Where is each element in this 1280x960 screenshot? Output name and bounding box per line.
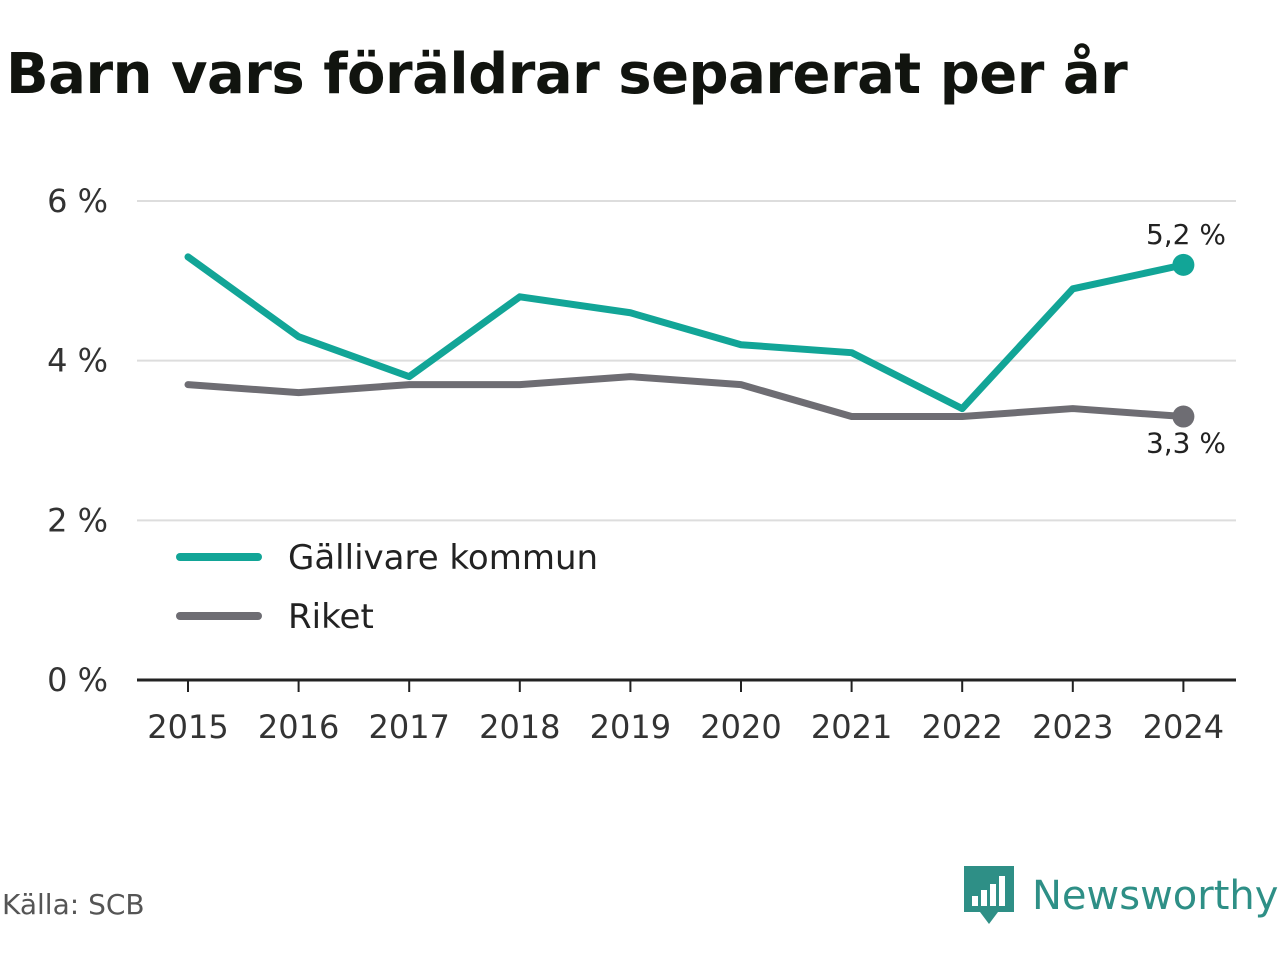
end-value-label: 5,2 % [1146, 218, 1226, 251]
x-tick-label: 2024 [1143, 708, 1224, 746]
legend: Gällivare kommun Riket [176, 538, 598, 637]
y-tick-label: 6 % [47, 182, 108, 220]
source-note: Källa: SCB [2, 888, 145, 921]
x-tick-label: 2016 [258, 708, 339, 746]
x-tick-label: 2021 [811, 708, 892, 746]
x-axis: 2015 2016 2017 2018 2019 2020 2021 2022 2023 2024 [137, 678, 1236, 746]
x-tick-label: 2017 [368, 708, 449, 746]
newsworthy-logo-icon [964, 866, 1014, 924]
series-lines: 5,2 % 3,3 % [184, 218, 1226, 460]
x-tick-label: 2020 [700, 708, 781, 746]
x-tick-label: 2015 [147, 708, 228, 746]
x-tick-label: 2019 [590, 708, 671, 746]
legend-label: Riket [288, 597, 374, 637]
brand-name: Newsworthy [1032, 873, 1279, 919]
brand-logo[interactable]: Newsworthy [964, 864, 1278, 928]
end-point-marker [1172, 405, 1195, 428]
series-line-riket [184, 373, 1187, 421]
y-axis-ticks: 0 % 2 % 4 % 6 % [47, 182, 108, 699]
chart-title: Barn vars föräldrar separerat per år [6, 42, 1128, 107]
legend-label: Gällivare kommun [288, 538, 598, 578]
x-tick-label: 2023 [1032, 708, 1113, 746]
x-tick-label: 2022 [921, 708, 1002, 746]
gridlines [137, 200, 1236, 522]
y-tick-label: 2 % [47, 501, 108, 539]
x-tick-label: 2018 [479, 708, 560, 746]
series-line-gällivare-kommun [184, 253, 1187, 413]
end-value-label: 3,3 % [1146, 427, 1226, 460]
y-tick-label: 0 % [47, 661, 108, 699]
end-point-marker [1172, 253, 1195, 276]
y-tick-label: 4 % [47, 342, 108, 380]
